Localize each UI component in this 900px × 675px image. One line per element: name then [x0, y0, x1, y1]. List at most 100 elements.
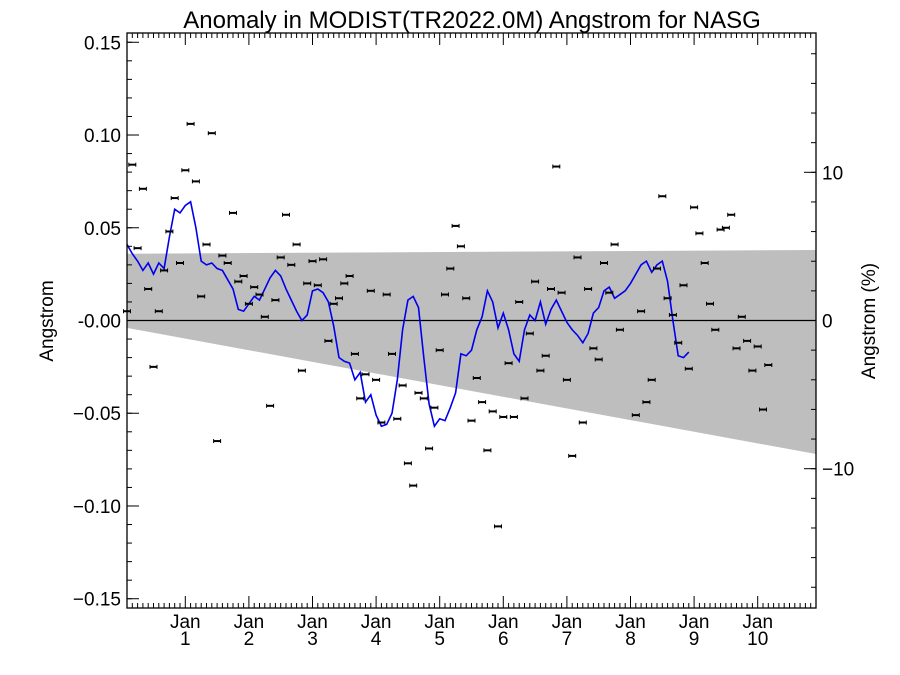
x-tick-label-year: 6 [498, 629, 509, 650]
monthly-point [504, 361, 513, 366]
y-tick-label: −0.10 [73, 497, 121, 518]
y2-tick-label: 0 [822, 312, 833, 333]
monthly-point [605, 290, 614, 295]
x-tick-label-year: 8 [625, 629, 636, 650]
monthly-point [573, 255, 582, 260]
monthly-point [743, 338, 752, 343]
x-tick-label-year: 2 [244, 629, 255, 650]
y-tick-label: −0.15 [73, 590, 121, 611]
monthly-point [615, 327, 624, 332]
y2-tick-label: 10 [822, 163, 843, 184]
monthly-point [229, 210, 237, 215]
monthly-point [525, 331, 534, 336]
x-tick-label-month: Jan [488, 612, 519, 633]
x-tick-label-month: Jan [679, 612, 710, 633]
monthly-point [160, 268, 169, 273]
monthly-point [557, 290, 566, 295]
monthly-point [721, 225, 730, 230]
monthly-point [695, 231, 704, 236]
monthly-point [186, 121, 195, 126]
monthly-point [653, 266, 661, 271]
monthly-point [631, 413, 640, 418]
monthly-point [637, 309, 646, 314]
y-axis-label: Angstrom [37, 280, 58, 361]
monthly-point [430, 405, 439, 410]
uncertainty-band [127, 250, 816, 455]
monthly-point [154, 309, 163, 314]
monthly-point [255, 292, 264, 297]
monthly-point [356, 396, 365, 401]
monthly-point [297, 368, 306, 373]
monthly-point [409, 483, 418, 488]
monthly-point [138, 186, 147, 191]
monthly-point [483, 448, 492, 453]
chart-title: Anomaly in MODIST(TR2022.0M) Angstrom fo… [183, 7, 761, 34]
monthly-point [663, 296, 672, 301]
monthly-point [515, 299, 524, 304]
x-tick-label-month: Jan [742, 612, 773, 633]
monthly-point [690, 205, 699, 210]
monthly-point [403, 461, 412, 466]
monthly-point [350, 351, 359, 356]
monthly-point [361, 372, 370, 377]
x-tick-label-year: 10 [747, 629, 768, 650]
monthly-point [244, 301, 253, 306]
monthly-point [239, 273, 248, 278]
monthly-point [419, 396, 428, 401]
monthly-point [600, 261, 608, 265]
monthly-point [488, 409, 497, 414]
monthly-point [494, 524, 502, 529]
monthly-point [552, 164, 561, 169]
monthly-point [388, 351, 396, 356]
y-tick-label: −0.05 [73, 404, 121, 425]
y-tick-label: 0.10 [84, 126, 121, 147]
monthly-point [759, 407, 767, 412]
y-tick-label: 0.15 [84, 33, 121, 54]
monthly-point [382, 292, 391, 297]
monthly-point [679, 283, 688, 288]
monthly-point [594, 357, 603, 362]
monthly-point [451, 223, 460, 228]
monthly-point [441, 292, 449, 297]
monthly-point [562, 377, 571, 382]
monthly-point [642, 400, 651, 405]
monthly-point [610, 242, 619, 247]
monthly-point [753, 344, 762, 349]
y-tick-label: -0.00 [78, 312, 121, 333]
monthly-point [668, 312, 677, 317]
monthly-point [287, 262, 296, 267]
monthly-point [313, 283, 322, 288]
monthly-point [456, 244, 465, 249]
monthly-point [472, 376, 481, 380]
monthly-point [658, 194, 667, 199]
monthly-point [260, 314, 269, 319]
x-tick-label-year: 7 [562, 629, 573, 650]
x-tick-label-month: Jan [297, 612, 328, 633]
monthly-point [647, 377, 656, 382]
monthly-point [748, 368, 757, 373]
monthly-point [531, 279, 540, 284]
monthly-point [541, 353, 550, 358]
monthly-point [176, 261, 184, 265]
monthly-point [329, 301, 338, 306]
monthly-point [684, 366, 693, 371]
monthly-point [207, 131, 216, 136]
x-tick-label-year: 3 [307, 629, 318, 650]
monthly-point [266, 403, 275, 408]
x-tick-label-year: 4 [371, 629, 382, 650]
monthly-point [144, 286, 153, 291]
monthly-point [191, 179, 200, 184]
monthly-point [536, 368, 545, 373]
monthly-point [727, 212, 736, 217]
monthly-point [340, 281, 349, 286]
x-tick-label-year: 5 [434, 629, 445, 650]
monthly-point [234, 279, 243, 284]
monthly-point [292, 242, 301, 247]
monthly-point [398, 383, 407, 388]
monthly-point [366, 288, 375, 293]
monthly-point [197, 294, 206, 299]
x-tick-label-year: 9 [689, 629, 700, 650]
y2-axis-label: Angstrom (%) [859, 263, 880, 379]
monthly-point [732, 346, 741, 351]
monthly-point [250, 285, 259, 290]
